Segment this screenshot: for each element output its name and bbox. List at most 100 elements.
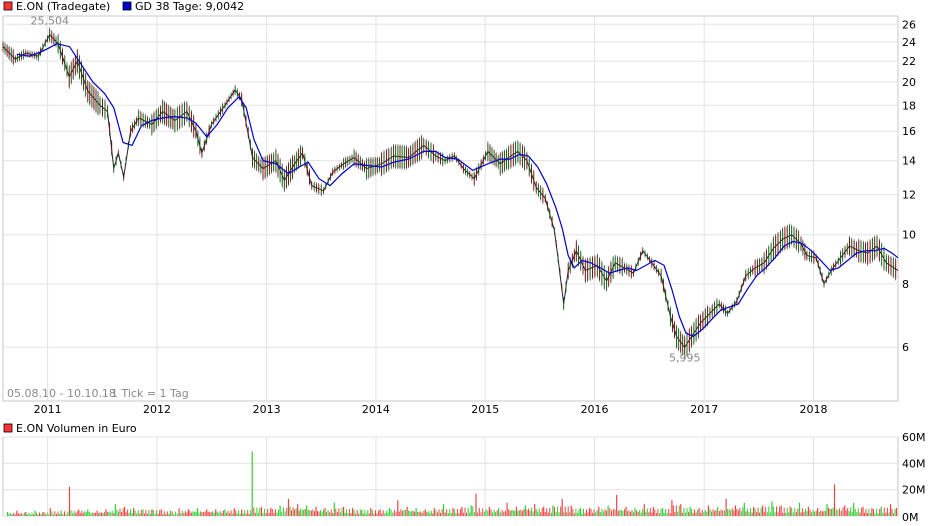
volume-bar xyxy=(292,507,294,516)
volume-bar xyxy=(186,512,188,516)
volume-bar xyxy=(149,513,151,516)
volume-bar xyxy=(206,509,208,516)
min-value-label: 5,995 xyxy=(669,351,701,364)
volume-bar xyxy=(137,510,139,516)
volume-bar xyxy=(512,510,514,516)
volume-y-ticks: 0M 20M 40M 60M xyxy=(902,431,926,524)
volume-bar xyxy=(88,512,90,516)
volume-bar xyxy=(871,508,873,516)
volume-bar xyxy=(286,507,288,516)
volume-bar xyxy=(828,507,829,516)
volume-bar xyxy=(411,511,413,516)
volume-bar xyxy=(31,512,33,516)
price-x-ticks: 2011 2012 2013 2014 2015 2016 2017 2018 xyxy=(34,403,828,416)
volume-bar xyxy=(593,509,595,516)
volume-bar xyxy=(854,508,856,516)
volume-bar xyxy=(814,511,816,516)
volume-bar xyxy=(156,510,157,516)
volume-bar xyxy=(862,506,864,516)
volume-bar xyxy=(166,511,168,516)
volume-bar xyxy=(401,510,403,516)
volume-bar xyxy=(695,512,697,516)
volume-bar xyxy=(722,510,724,516)
volume-bar xyxy=(886,507,888,516)
volume-bar xyxy=(20,512,22,516)
volume-bar xyxy=(503,511,505,516)
volume-bar xyxy=(572,508,574,516)
volume-bar xyxy=(201,511,203,516)
volume-bar xyxy=(48,514,50,516)
volume-bar xyxy=(315,506,317,516)
volume-bar xyxy=(101,512,102,516)
volume-bar xyxy=(529,510,531,516)
volume-bar xyxy=(740,511,742,516)
volume-bar xyxy=(826,504,828,516)
volume-bar xyxy=(159,510,161,516)
volume-bar xyxy=(689,506,691,516)
volume-bar xyxy=(409,511,411,516)
volume-bar xyxy=(110,512,112,516)
volume-bar xyxy=(499,512,501,516)
volume-legend-swatch xyxy=(3,423,13,433)
volume-bar xyxy=(692,512,694,516)
volume-bar xyxy=(703,512,705,516)
volume-bar xyxy=(169,510,171,516)
volume-bar xyxy=(743,502,745,516)
volume-bar xyxy=(230,510,232,516)
x-tick-label: 2013 xyxy=(253,403,281,416)
volume-bar xyxy=(294,509,296,516)
volume-bar xyxy=(355,513,357,516)
volume-bar xyxy=(873,509,874,516)
volume-bar xyxy=(760,507,762,516)
volume-bar xyxy=(859,512,861,516)
volume-bar xyxy=(193,512,195,516)
volume-bar xyxy=(851,511,853,516)
volume-bar xyxy=(257,512,259,516)
volume-bar xyxy=(49,508,51,516)
volume-bar xyxy=(883,507,885,516)
volume-bar xyxy=(599,512,601,516)
volume-bar xyxy=(440,512,441,516)
volume-bar xyxy=(398,511,400,516)
volume-bar xyxy=(868,508,870,516)
volume-bar xyxy=(78,509,80,516)
volume-bar xyxy=(436,512,438,516)
volume-bar xyxy=(373,513,375,516)
volume-bar xyxy=(131,513,133,516)
volume-bar xyxy=(877,513,879,516)
volume-bar xyxy=(643,504,645,516)
volume-bar xyxy=(848,511,850,516)
volume-bar xyxy=(81,510,83,516)
volume-bar xyxy=(592,512,594,516)
volume-bar xyxy=(432,513,434,516)
volume-bar xyxy=(192,511,194,516)
volume-bar xyxy=(874,513,876,516)
volume-bar xyxy=(691,509,693,516)
price-y-tick-label: 26 xyxy=(902,18,916,31)
volume-bar xyxy=(295,508,297,516)
volume-bar xyxy=(865,509,867,516)
volume-bar xyxy=(561,498,563,516)
volume-bar xyxy=(768,506,770,516)
volume-bar xyxy=(812,510,814,516)
volume-bar xyxy=(309,510,311,516)
volume-bar xyxy=(769,512,771,516)
volume-bar xyxy=(697,509,699,516)
volume-bar xyxy=(60,510,62,516)
volume-bar xyxy=(213,512,215,516)
volume-bar xyxy=(340,512,341,516)
volume-bar xyxy=(866,513,868,516)
volume-bar xyxy=(528,508,529,516)
volume-bar xyxy=(282,507,284,516)
volume-bar xyxy=(329,512,331,516)
volume-bar xyxy=(238,510,240,516)
volume-bar xyxy=(570,505,572,516)
volume-bar xyxy=(730,510,732,516)
volume-bar xyxy=(117,511,119,516)
price-y-tick-label: 20 xyxy=(902,76,916,89)
volume-bar xyxy=(85,512,87,516)
volume-bar xyxy=(378,510,380,516)
volume-bar xyxy=(771,501,773,516)
volume-bar xyxy=(390,509,392,516)
volume-bar xyxy=(370,508,372,516)
